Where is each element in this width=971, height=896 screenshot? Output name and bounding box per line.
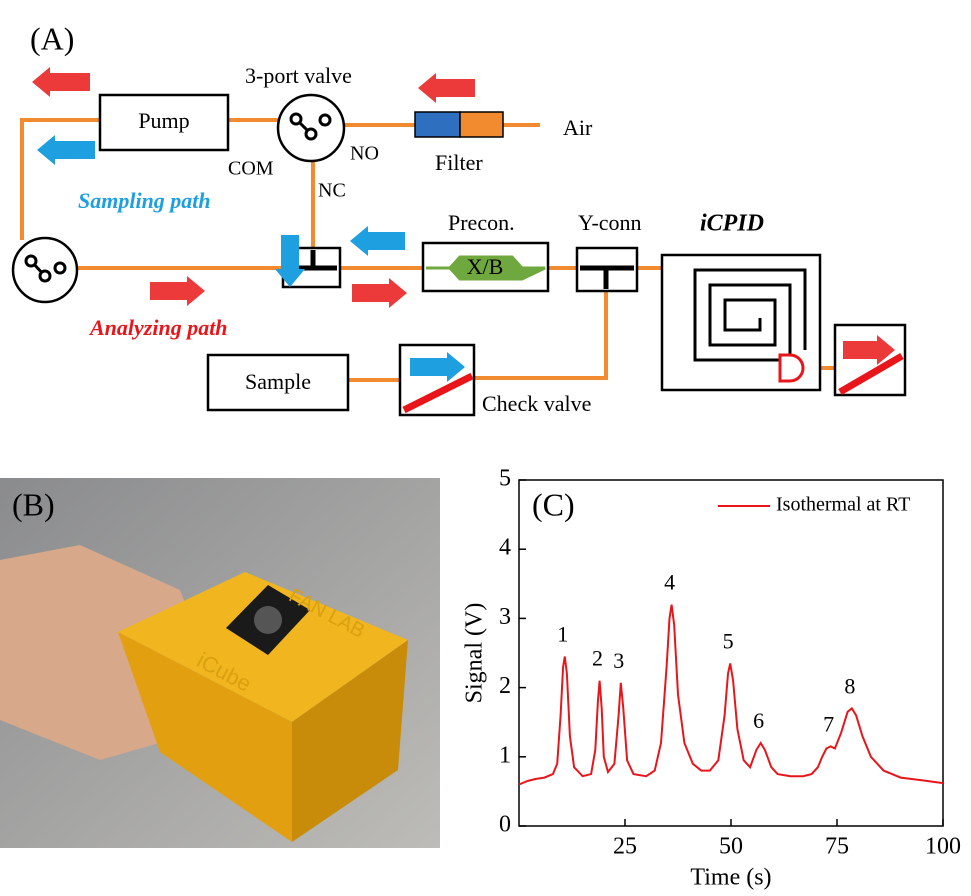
filter-blue [415,112,460,137]
label: Sampling path [78,188,211,213]
label: Check valve [482,391,591,416]
y-tick-label: 2 [499,673,511,699]
x-tick-label: 100 [925,834,961,860]
y-tick-label: 1 [499,742,511,768]
label: NO [350,143,379,165]
flow-arrow [37,135,95,165]
detector [780,355,803,381]
x-tick-label: 50 [719,834,743,860]
peak-label: 3 [613,648,624,673]
panel-label: (C) [532,486,575,522]
flow-arrow [150,276,205,306]
y-axis-label: Signal (V) [462,603,488,704]
x-tick-label: 75 [825,834,849,860]
peak-label: 7 [823,711,834,736]
y-tick-label: 5 [499,466,511,492]
y-tick-label: 3 [499,604,511,630]
y-tick-label: 0 [499,812,511,838]
peak-label: 5 [723,628,734,653]
label: iCPID [700,211,764,237]
label: X/B [467,254,504,279]
flow-arrow [32,67,90,97]
panel-label: (B) [12,486,55,522]
label: Air [563,115,593,140]
label: Filter [435,150,483,175]
label: Sample [245,369,311,394]
flow-arrow [418,73,475,103]
flow-diagram: (A) 3-port valve Pump COM NO NC Filter A… [13,20,905,416]
legend-label: Isothermal at RT [776,494,910,516]
peak-label: 8 [844,673,855,698]
label: Pump [138,108,189,133]
label: Y-conn [578,210,642,235]
filter-orange [460,112,503,137]
label: Analyzing path [88,315,228,340]
peak-label: 6 [753,708,764,733]
photo: FAN LAB iCube (B) [0,478,440,848]
label: 3-port valve [245,63,352,88]
x-tick-label: 25 [613,834,637,860]
panel-label: (A) [30,20,74,56]
label: Precon. [448,210,515,235]
peak-label: 1 [557,622,568,647]
peak-label: 4 [664,570,675,595]
y-tick-label: 4 [499,535,511,561]
label: NC [318,180,346,202]
flow-arrow [352,278,407,308]
fan-hub [254,606,282,634]
x-axis-label: Time (s) [690,865,771,891]
flow-arrow [350,226,405,256]
figure: (A) 3-port valve Pump COM NO NC Filter A… [0,0,971,896]
peak-label: 2 [592,646,603,671]
label: COM [228,158,274,180]
